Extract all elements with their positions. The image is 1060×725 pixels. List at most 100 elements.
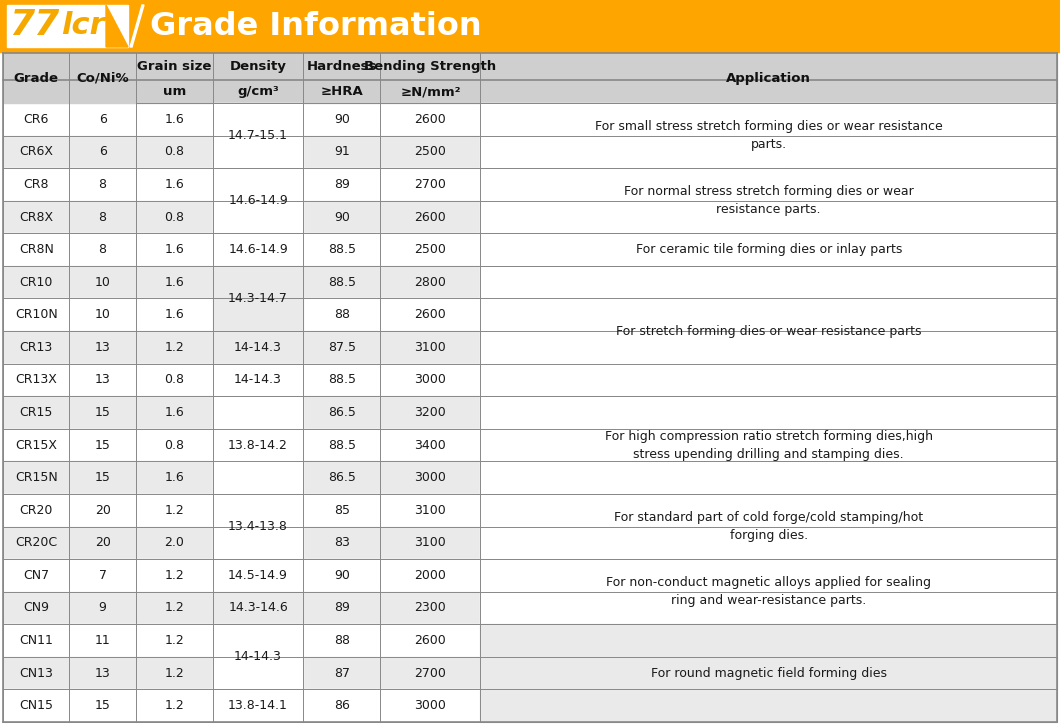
Text: Application: Application bbox=[726, 72, 811, 85]
Text: CN15: CN15 bbox=[19, 699, 53, 712]
Text: 8: 8 bbox=[99, 243, 107, 256]
Text: 13.8-14.1: 13.8-14.1 bbox=[228, 699, 288, 712]
Bar bbox=[3, 657, 1057, 689]
Text: um: um bbox=[162, 85, 186, 98]
Text: 88.5: 88.5 bbox=[328, 276, 356, 289]
Polygon shape bbox=[130, 5, 144, 47]
Bar bbox=[3, 428, 1057, 461]
Bar bbox=[213, 592, 303, 624]
Bar bbox=[480, 233, 1057, 266]
Bar bbox=[3, 461, 1057, 494]
Text: For ceramic tile forming dies or inlay parts: For ceramic tile forming dies or inlay p… bbox=[636, 243, 902, 256]
Text: 2500: 2500 bbox=[414, 243, 446, 256]
Text: CR15X: CR15X bbox=[15, 439, 57, 452]
Text: 8: 8 bbox=[99, 210, 107, 223]
Text: 0.8: 0.8 bbox=[164, 439, 184, 452]
Text: CR20C: CR20C bbox=[15, 536, 57, 550]
Bar bbox=[3, 364, 1057, 396]
Text: 2800: 2800 bbox=[414, 276, 446, 289]
Bar bbox=[3, 233, 1057, 266]
Text: CN7: CN7 bbox=[23, 569, 49, 582]
Text: 3000: 3000 bbox=[414, 373, 446, 386]
Text: Grade: Grade bbox=[14, 72, 58, 85]
Bar bbox=[480, 266, 1057, 396]
Text: 91: 91 bbox=[334, 146, 350, 158]
Text: 1.2: 1.2 bbox=[164, 504, 184, 517]
Bar bbox=[3, 624, 1057, 657]
Bar bbox=[3, 526, 1057, 559]
Text: 89: 89 bbox=[334, 602, 350, 615]
Text: 87: 87 bbox=[334, 666, 350, 679]
Bar bbox=[213, 233, 303, 266]
Text: lcr: lcr bbox=[61, 10, 105, 39]
Text: 3400: 3400 bbox=[414, 439, 446, 452]
Text: CR6: CR6 bbox=[23, 113, 49, 126]
Text: 3100: 3100 bbox=[414, 504, 446, 517]
Text: 90: 90 bbox=[334, 113, 350, 126]
Text: 8: 8 bbox=[99, 178, 107, 191]
Text: Grain size: Grain size bbox=[137, 60, 211, 73]
Text: 88: 88 bbox=[334, 634, 350, 647]
Bar bbox=[213, 168, 303, 233]
Text: 14.5-14.9: 14.5-14.9 bbox=[228, 569, 288, 582]
Text: 90: 90 bbox=[334, 210, 350, 223]
Text: 13: 13 bbox=[94, 666, 110, 679]
Text: 2700: 2700 bbox=[414, 666, 446, 679]
Bar bbox=[213, 331, 303, 364]
Text: 13.8-14.2: 13.8-14.2 bbox=[228, 439, 288, 452]
Bar bbox=[3, 201, 1057, 233]
Text: 88: 88 bbox=[334, 308, 350, 321]
Text: 1.6: 1.6 bbox=[164, 178, 184, 191]
Text: 0.8: 0.8 bbox=[164, 146, 184, 158]
Text: 3000: 3000 bbox=[414, 471, 446, 484]
Text: 85: 85 bbox=[334, 504, 350, 517]
Text: CR10: CR10 bbox=[19, 276, 53, 289]
Text: g/cm³: g/cm³ bbox=[237, 85, 279, 98]
Text: 1.2: 1.2 bbox=[164, 341, 184, 354]
Text: 13: 13 bbox=[94, 341, 110, 354]
Text: 3100: 3100 bbox=[414, 341, 446, 354]
Text: CR15N: CR15N bbox=[15, 471, 57, 484]
Text: 14-14.3: 14-14.3 bbox=[234, 650, 282, 663]
Text: 88.5: 88.5 bbox=[328, 373, 356, 386]
Text: 86.5: 86.5 bbox=[328, 471, 356, 484]
Text: 15: 15 bbox=[94, 699, 110, 712]
Text: For small stress stretch forming dies or wear resistance
parts.: For small stress stretch forming dies or… bbox=[595, 120, 942, 151]
Text: 14-14.3: 14-14.3 bbox=[234, 373, 282, 386]
Text: CR8N: CR8N bbox=[19, 243, 54, 256]
Text: ≥N/mm²: ≥N/mm² bbox=[400, 85, 461, 98]
Text: 1.6: 1.6 bbox=[164, 471, 184, 484]
Text: Hardness: Hardness bbox=[306, 60, 377, 73]
Bar bbox=[480, 103, 1057, 168]
Text: 11: 11 bbox=[94, 634, 110, 647]
Text: 86: 86 bbox=[334, 699, 350, 712]
Text: 1.2: 1.2 bbox=[164, 634, 184, 647]
Text: 2000: 2000 bbox=[414, 569, 446, 582]
Text: 2700: 2700 bbox=[414, 178, 446, 191]
Text: 87.5: 87.5 bbox=[328, 341, 356, 354]
Text: 1.6: 1.6 bbox=[164, 406, 184, 419]
Bar bbox=[3, 103, 1057, 136]
Bar bbox=[3, 136, 1057, 168]
Text: 0.8: 0.8 bbox=[164, 373, 184, 386]
Bar bbox=[213, 266, 303, 331]
Bar bbox=[3, 168, 1057, 201]
Text: 1.6: 1.6 bbox=[164, 308, 184, 321]
Text: ≥HRA: ≥HRA bbox=[320, 85, 364, 98]
Bar bbox=[213, 494, 303, 559]
Text: 88.5: 88.5 bbox=[328, 439, 356, 452]
Text: 14.3-14.7: 14.3-14.7 bbox=[228, 292, 288, 305]
Bar bbox=[7, 5, 128, 47]
Text: 7: 7 bbox=[99, 569, 107, 582]
Bar bbox=[480, 624, 1057, 722]
Text: 1.6: 1.6 bbox=[164, 113, 184, 126]
Text: Grade Information: Grade Information bbox=[151, 10, 481, 41]
Text: 14.3-14.6: 14.3-14.6 bbox=[228, 602, 288, 615]
Text: 3200: 3200 bbox=[414, 406, 446, 419]
Text: 20: 20 bbox=[94, 504, 110, 517]
Bar bbox=[3, 559, 1057, 592]
Text: 15: 15 bbox=[94, 471, 110, 484]
Text: For normal stress stretch forming dies or wear
resistance parts.: For normal stress stretch forming dies o… bbox=[624, 185, 914, 216]
Text: 77: 77 bbox=[10, 8, 59, 42]
Text: CR10N: CR10N bbox=[15, 308, 57, 321]
